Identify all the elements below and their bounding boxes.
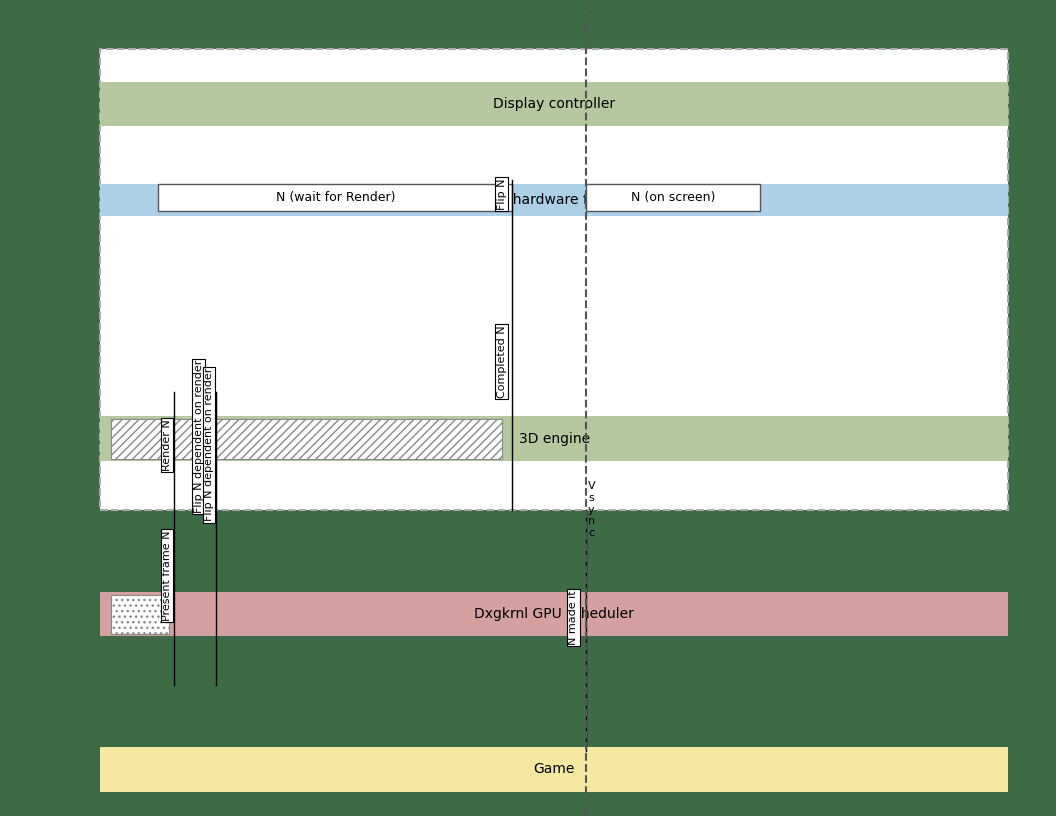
Bar: [111, 595, 169, 634]
Bar: [111, 419, 502, 459]
Text: Display controller: Display controller: [493, 97, 616, 111]
Text: Present frame N: Present frame N: [162, 530, 172, 620]
Bar: [100, 416, 1008, 461]
Text: Dxgkrnl GPU scheduler: Dxgkrnl GPU scheduler: [474, 607, 635, 621]
Bar: [158, 184, 512, 211]
Bar: [100, 82, 1008, 126]
Text: Flip N dependent on render: Flip N dependent on render: [193, 360, 204, 513]
Text: V
s
y
n
c: V s y n c: [587, 481, 596, 538]
Bar: [100, 747, 1008, 792]
Text: Render N: Render N: [162, 419, 172, 471]
Text: Flip N: Flip N: [496, 179, 507, 210]
Text: N (wait for Render): N (wait for Render): [276, 191, 395, 204]
Text: Game: Game: [533, 762, 576, 776]
Text: N made it: N made it: [568, 591, 579, 645]
Text: Display hardware flip queue: Display hardware flip queue: [457, 193, 652, 207]
Bar: [100, 184, 1008, 216]
Polygon shape: [100, 49, 1008, 510]
Bar: [586, 184, 760, 211]
Text: N (on screen): N (on screen): [631, 191, 715, 204]
Text: Completed N: Completed N: [496, 325, 507, 398]
Text: Flip N dependent on render: Flip N dependent on render: [204, 368, 214, 521]
Bar: [100, 592, 1008, 636]
Text: 3D engine: 3D engine: [518, 432, 590, 446]
